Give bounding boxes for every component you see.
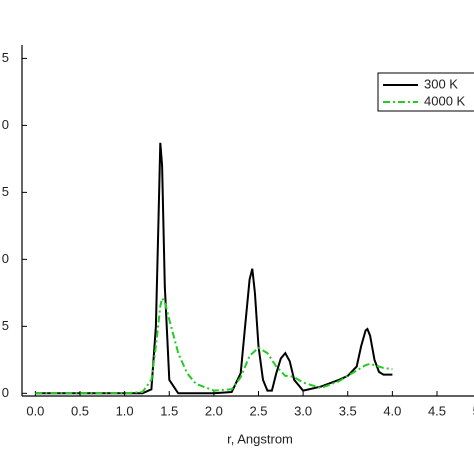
y-tick-label: 5 [2,318,9,333]
x-tick-label: 2.0 [205,403,223,418]
legend-label: 4000 K [424,93,466,108]
line-series [35,295,393,395]
y-tick-label: 5 [2,184,9,199]
x-axis-label: r, Angstrom [227,431,293,446]
y-tick-label: 0 [2,117,9,132]
x-tick-label: 3.5 [339,403,357,418]
legend-box [377,72,474,112]
x-tick-label: 1.5 [160,403,178,418]
legend-label: 300 K [424,76,458,91]
y-tick-label: 0 [2,385,9,400]
y-tick-label: 5 [2,50,9,65]
x-tick-label: 4.5 [428,403,446,418]
x-tick-label: 5.0 [473,403,474,418]
x-tick-label: 2.5 [249,403,267,418]
x-tick-label: 3.0 [294,403,312,418]
x-tick-label: 0.5 [71,403,89,418]
y-tick-label: 0 [2,251,9,266]
x-tick-label: 4.0 [383,403,401,418]
x-tick-label: 1.0 [116,403,134,418]
x-tick-label: 0.0 [26,403,44,418]
line-series [35,142,393,395]
